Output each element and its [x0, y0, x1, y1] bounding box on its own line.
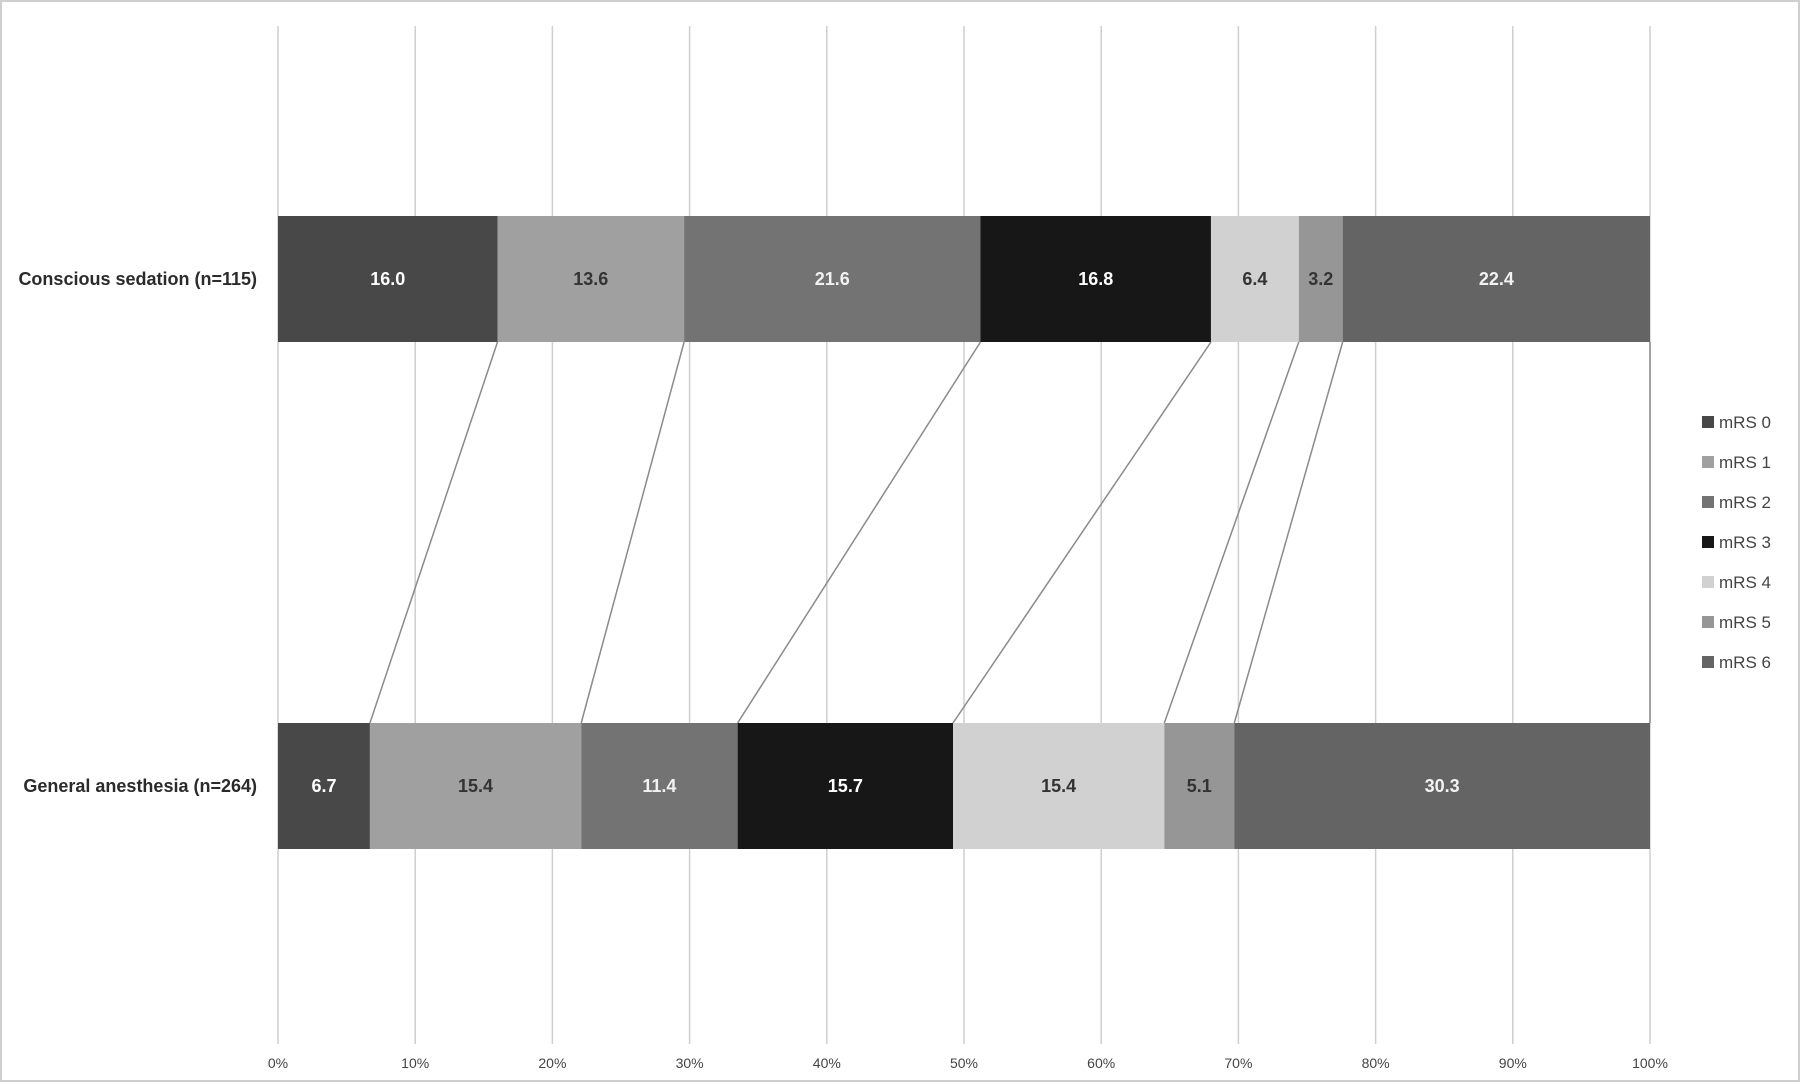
legend-swatch	[1702, 616, 1714, 628]
x-tick-label: 90%	[1499, 1055, 1527, 1071]
x-tick-label: 30%	[676, 1055, 704, 1071]
series-line	[580, 341, 685, 724]
legend-swatch	[1702, 416, 1714, 428]
bar-segment-mrs-5	[1298, 216, 1343, 342]
data-label-mrs-4: 6.4	[1242, 269, 1267, 289]
x-tick-label: 40%	[813, 1055, 841, 1071]
axes: 0% 10% 20% 30% 40% 50% 60% 70% 80% 90% 100% Conscio…	[18, 269, 1667, 1071]
legend-label: mRS 6	[1719, 653, 1771, 672]
data-label-mrs-5: 5.1	[1187, 776, 1212, 796]
bars	[278, 216, 1650, 849]
legend-label: mRS 1	[1719, 453, 1771, 472]
data-label-mrs-2: 11.4	[642, 776, 676, 796]
bar-segment-mrs-4	[953, 723, 1165, 849]
data-label-mrs-5: 3.2	[1308, 269, 1333, 289]
bar-segment-mrs-1	[497, 216, 685, 342]
legend-label: mRS 4	[1719, 573, 1771, 592]
legend: mRS 0 mRS 1 mRS 2 mRS 3 mRS 4 mRS 5 mRS 6	[1702, 413, 1771, 672]
series-line	[1163, 341, 1300, 724]
bar-segment-mrs-4	[1210, 216, 1299, 342]
data-label-mrs-1: 13.6	[573, 269, 608, 289]
series-line	[369, 341, 499, 724]
x-tick-label: 0%	[268, 1055, 288, 1071]
bar-segment-mrs-3	[980, 216, 1211, 342]
x-tick-label: 80%	[1362, 1055, 1390, 1071]
series-line	[952, 341, 1212, 724]
x-tick-label: 60%	[1087, 1055, 1115, 1071]
legend-label: mRS 2	[1719, 493, 1771, 512]
data-label-mrs-2: 21.6	[815, 269, 850, 289]
bar-segment-mrs-2	[684, 216, 981, 342]
bar-segment-mrs-6	[1234, 723, 1650, 849]
legend-swatch	[1702, 496, 1714, 508]
data-label-mrs-6: 30.3	[1425, 776, 1460, 796]
legend-label: mRS 3	[1719, 533, 1771, 552]
bar-segment-mrs-2	[581, 723, 738, 849]
legend-swatch	[1702, 576, 1714, 588]
legend-swatch	[1702, 536, 1714, 548]
data-label-mrs-0: 6.7	[311, 776, 336, 796]
data-labels: 16.0 13.6 21.6 16.8 6.4 3.2 22.4 6.7 15.4 11.4 15.…	[311, 269, 1513, 796]
bar-segment-mrs-0	[278, 723, 370, 849]
x-tick-label: 20%	[538, 1055, 566, 1071]
legend-swatch	[1702, 456, 1714, 468]
legend-label: mRS 0	[1719, 413, 1771, 432]
data-label-mrs-0: 16.0	[370, 269, 405, 289]
legend-label: mRS 5	[1719, 613, 1771, 632]
bar-segment-mrs-0	[278, 216, 498, 342]
data-label-mrs-3: 16.8	[1078, 269, 1113, 289]
legend-swatch	[1702, 656, 1714, 668]
category-label: Conscious sedation (n=115)	[18, 269, 257, 289]
data-label-mrs-1: 15.4	[458, 776, 493, 796]
bar-segment-mrs-3	[737, 723, 954, 849]
category-label: General anesthesia (n=264)	[23, 776, 257, 796]
series-lines	[369, 341, 1651, 724]
series-line	[1233, 341, 1344, 724]
data-label-mrs-4: 15.4	[1041, 776, 1076, 796]
bar-segment-mrs-5	[1164, 723, 1235, 849]
data-label-mrs-3: 15.7	[828, 776, 863, 796]
x-tick-label: 100%	[1632, 1055, 1668, 1071]
gridlines	[277, 26, 1651, 1044]
x-tick-label: 10%	[401, 1055, 429, 1071]
data-label-mrs-6: 22.4	[1479, 269, 1514, 289]
bar-segment-mrs-6	[1342, 216, 1650, 342]
x-tick-label: 50%	[950, 1055, 978, 1071]
x-tick-label: 70%	[1224, 1055, 1252, 1071]
bar-segment-mrs-1	[369, 723, 582, 849]
series-line	[736, 341, 982, 724]
